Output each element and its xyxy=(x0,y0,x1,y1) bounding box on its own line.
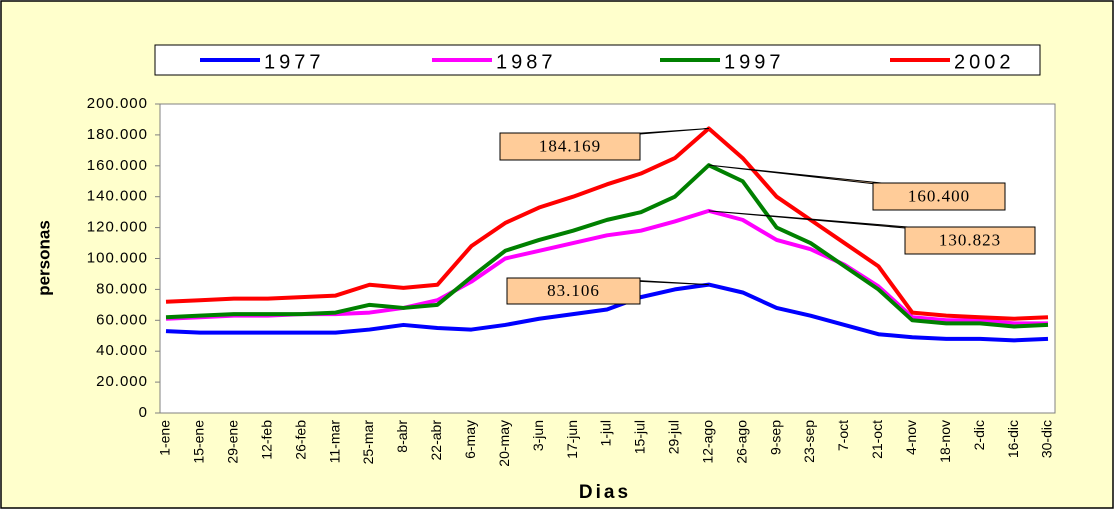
y-tick-label: 80.000 xyxy=(96,280,148,297)
x-tick-label: 8-abr xyxy=(394,420,410,453)
x-tick-label: 4-nov xyxy=(903,420,919,455)
y-tick-label: 60.000 xyxy=(96,311,148,328)
x-tick-label: 17-jun xyxy=(564,420,580,459)
callout-box xyxy=(506,277,641,305)
x-tick-label: 23-sep xyxy=(801,420,817,463)
callout-label: 83.106 xyxy=(547,281,600,300)
x-tick-label: 12-feb xyxy=(258,420,274,460)
x-axis-label: Dias xyxy=(579,482,631,503)
x-tick-label: 18-nov xyxy=(937,420,953,463)
x-tick-label: 11-mar xyxy=(326,420,342,464)
y-tick-label: 40.000 xyxy=(96,342,148,359)
x-tick-label: 29-ene xyxy=(225,420,241,464)
legend-label: 1997 xyxy=(724,51,785,73)
x-tick-label: 16-dic xyxy=(1005,420,1021,458)
callout-box xyxy=(904,226,1036,255)
x-tick-label: 30-dic xyxy=(1039,420,1055,458)
y-tick-label: 160.000 xyxy=(87,157,148,174)
x-tick-label: 7-oct xyxy=(835,420,851,451)
x-tick-label: 26-feb xyxy=(292,420,308,460)
y-tick-label: 0 xyxy=(139,404,148,421)
x-tick-label: 6-may xyxy=(462,420,478,459)
x-tick-label: 15-ene xyxy=(191,420,207,464)
legend-label: 1987 xyxy=(496,51,557,73)
y-tick-label: 180.000 xyxy=(87,126,148,143)
y-tick-label: 200.000 xyxy=(87,95,148,112)
line-series xyxy=(165,126,1049,321)
callout-box xyxy=(499,132,641,161)
x-tick-label: 3-jun xyxy=(530,420,546,451)
legend-label: 1977 xyxy=(264,51,325,73)
x-tick-label: 12-ago xyxy=(699,420,715,464)
x-tick-label: 26-ago xyxy=(733,420,749,464)
x-tick-label: 21-oct xyxy=(869,420,885,459)
x-tick-label: 1-jul xyxy=(598,420,614,446)
line-series xyxy=(165,282,1049,343)
x-tick-label: 15-jul xyxy=(632,420,648,454)
y-axis-label: personas xyxy=(34,220,53,296)
line-series xyxy=(165,163,1049,329)
x-tick-label: 29-jul xyxy=(666,420,682,454)
legend-label: 2002 xyxy=(954,51,1015,73)
x-tick-label: 2-dic xyxy=(971,420,987,450)
callout-box xyxy=(872,182,1006,211)
x-tick-label: 9-sep xyxy=(767,420,783,455)
y-tick-label: 20.000 xyxy=(96,373,148,390)
x-tick-label: 1-ene xyxy=(157,420,173,456)
y-tick-label: 140.000 xyxy=(87,188,148,205)
callout-label: 160.400 xyxy=(908,186,970,205)
x-tick-label: 22-abr xyxy=(428,420,444,461)
callout-label: 184.169 xyxy=(539,136,601,155)
y-tick-label: 100.000 xyxy=(87,249,148,266)
x-tick-label: 20-may xyxy=(496,420,512,467)
callout-label: 130.823 xyxy=(939,230,1001,249)
y-tick-label: 120.000 xyxy=(87,219,148,236)
x-tick-label: 25-mar xyxy=(360,420,376,465)
